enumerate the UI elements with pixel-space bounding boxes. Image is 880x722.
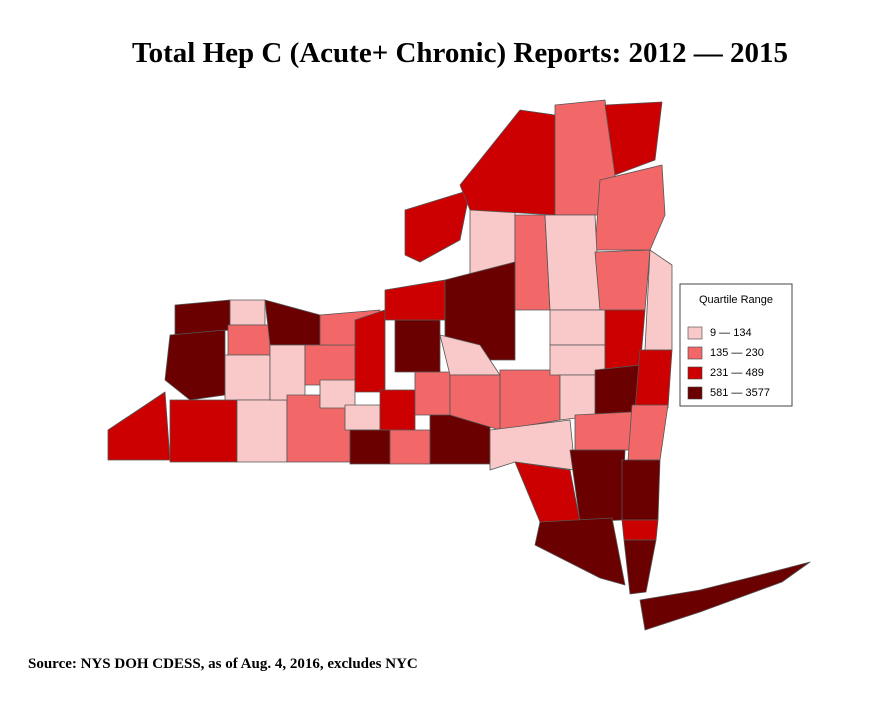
county xyxy=(499,369,561,431)
county xyxy=(634,349,673,411)
county xyxy=(549,309,606,346)
county xyxy=(534,517,626,586)
legend-swatch xyxy=(687,346,703,360)
legend-label: 581 — 3577 xyxy=(710,387,770,399)
county xyxy=(444,261,516,361)
county xyxy=(514,461,581,523)
county xyxy=(224,354,271,401)
county xyxy=(621,519,659,541)
legend-label: 231 — 489 xyxy=(710,367,764,379)
county xyxy=(459,109,556,216)
county xyxy=(623,539,657,595)
county xyxy=(379,389,416,431)
county xyxy=(569,449,626,523)
legend-swatch xyxy=(687,386,703,400)
county xyxy=(164,329,226,401)
county xyxy=(414,371,451,416)
county xyxy=(229,299,266,326)
legend: Quartile Range xyxy=(679,283,793,407)
county xyxy=(594,249,651,311)
legend-swatch xyxy=(687,366,703,380)
county xyxy=(544,214,601,311)
county xyxy=(574,411,636,451)
county xyxy=(319,379,356,409)
legend-box xyxy=(679,283,793,407)
county xyxy=(107,391,171,461)
county xyxy=(349,429,391,465)
county xyxy=(174,299,231,336)
county xyxy=(514,214,551,311)
county xyxy=(404,189,471,263)
county xyxy=(644,249,673,351)
county xyxy=(394,319,441,373)
map-title: Total Hep C (Acute+ Chronic) Reports: 20… xyxy=(132,37,788,69)
county xyxy=(304,344,356,386)
county xyxy=(236,399,288,463)
county xyxy=(264,299,321,346)
county xyxy=(604,101,663,176)
legend-label: 135 — 230 xyxy=(710,347,764,359)
county xyxy=(354,309,386,393)
legend-label: 9 — 134 xyxy=(710,327,752,339)
county xyxy=(384,279,446,321)
county xyxy=(344,404,381,431)
legend-title: Quartile Range xyxy=(699,294,773,306)
new-york-counties xyxy=(107,99,811,631)
county xyxy=(621,459,661,521)
county xyxy=(627,404,669,461)
legend-swatch xyxy=(687,326,703,340)
county xyxy=(389,429,431,465)
county xyxy=(169,399,238,463)
county xyxy=(559,374,601,421)
county xyxy=(269,344,306,401)
county xyxy=(227,324,271,356)
source-note: Source: NYS DOH CDESS, as of Aug. 4, 201… xyxy=(28,656,418,672)
county xyxy=(639,561,811,631)
